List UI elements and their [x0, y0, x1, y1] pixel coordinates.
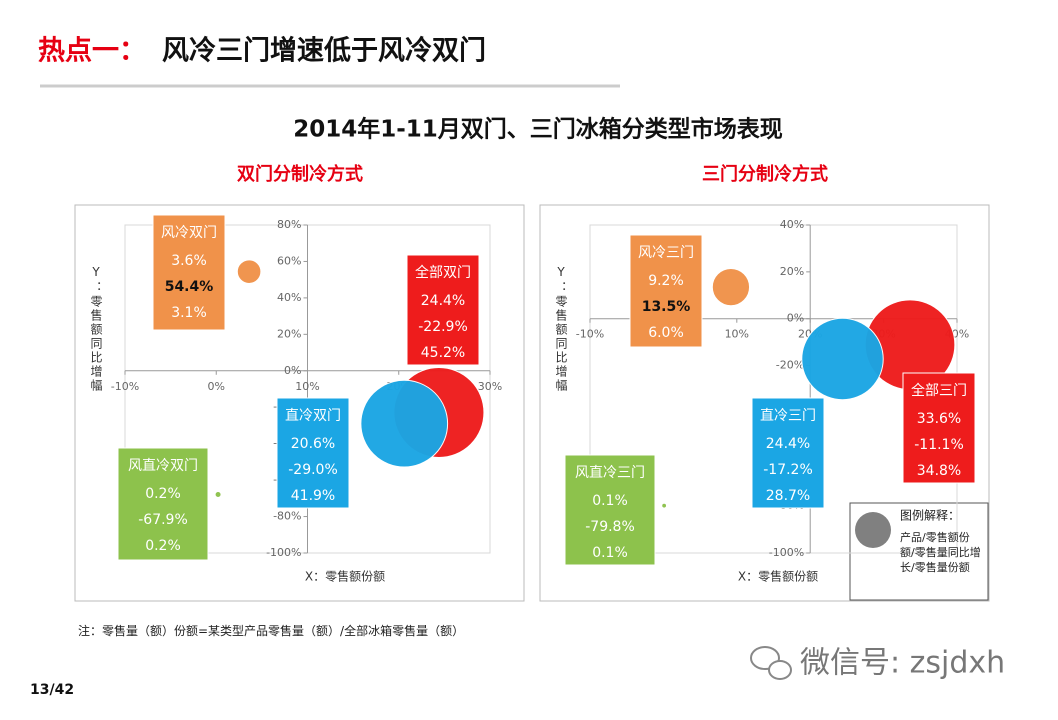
y-tick-label: 0% [284, 364, 301, 377]
label-box [406, 254, 480, 366]
x-tick-label: -10% [111, 380, 139, 393]
point-name: 直冷三门 [760, 407, 816, 424]
watermark: 微信号: zsjdxh [800, 646, 1005, 681]
point-y-label: 54.4% [165, 279, 214, 295]
label-box [564, 454, 656, 566]
point-size-label: 34.8% [917, 463, 961, 479]
label-box [629, 234, 703, 348]
point-name: 直冷双门 [285, 407, 341, 424]
point-x-label: 3.6% [171, 253, 207, 269]
bubble [214, 491, 222, 499]
label-box [751, 397, 825, 509]
wechat-icon [750, 646, 792, 680]
y-tick-label: 0% [787, 312, 804, 325]
legend-title: 图例解释： [900, 509, 960, 523]
point-y-label: -11.1% [914, 437, 964, 453]
point-size-label: 6.0% [648, 325, 684, 341]
point-y-label: -29.0% [288, 462, 338, 478]
point-x-label: 24.4% [421, 293, 465, 309]
label-box [276, 397, 350, 509]
point-name: 风冷三门 [638, 245, 694, 261]
x-tick-label: -10% [576, 328, 604, 341]
label-box [902, 372, 976, 484]
panel [539, 204, 990, 602]
y-tick-label: -20% [776, 359, 804, 372]
slide-title: 风冷三门增速低于风冷双门 [162, 35, 486, 67]
y-tick-label: -100% [266, 546, 301, 559]
point-name: 风直冷双门 [128, 457, 198, 474]
x-tick-label: 0% [208, 380, 225, 393]
legend-bubble [855, 512, 891, 548]
bubble [360, 379, 449, 468]
y-tick-label: 20% [277, 327, 301, 340]
point-size-label: 3.1% [171, 305, 207, 321]
point-name: 风冷双门 [161, 225, 217, 241]
point-y-label: -79.8% [585, 519, 635, 535]
point-name: 风直冷三门 [575, 464, 645, 481]
label-box [152, 214, 226, 331]
point-size-label: 45.2% [421, 345, 465, 361]
footnote: 注：零售量（额）份额=某类型产品零售量（额）/全部冰箱零售量（额） [78, 624, 465, 638]
y-tick-label: 40% [780, 218, 804, 231]
x-tick-label: 10% [725, 328, 749, 341]
point-size-label: 0.1% [592, 545, 628, 561]
y-tick-label: 20% [780, 265, 804, 278]
y-tick-label: 80% [277, 218, 301, 231]
point-name: 全部三门 [911, 382, 967, 399]
point-y-label: -17.2% [763, 462, 813, 478]
label-box [117, 447, 209, 561]
y-tick-label: 40% [277, 291, 301, 304]
point-x-label: 33.6% [917, 411, 961, 427]
y-tick-label: -80% [273, 510, 301, 523]
y-axis-label: Y：零售额同比增幅 [89, 265, 103, 393]
point-x-label: 9.2% [648, 273, 684, 289]
bubble [711, 267, 751, 307]
point-x-label: 0.2% [145, 486, 181, 502]
page-number: 13/42 [30, 682, 74, 698]
x-tick-label: 30% [478, 380, 502, 393]
point-x-label: 20.6% [291, 436, 335, 452]
chart-subtitle: 三门分制冷方式 [702, 163, 828, 185]
panel [74, 204, 525, 602]
legend-text: 产品/零售额份额/零售量同比增长/零售量份额 [900, 531, 981, 574]
chart-title: 2014年1-11月双门、三门冰箱分类型市场表现 [293, 116, 783, 143]
point-y-label: -67.9% [138, 512, 188, 528]
slide-title-lead: 热点一： [38, 36, 146, 67]
point-size-label: 0.2% [145, 538, 181, 554]
point-x-label: 24.4% [766, 436, 810, 452]
point-size-label: 41.9% [291, 488, 335, 504]
point-y-label: -22.9% [418, 319, 468, 335]
chart-subtitle: 双门分制冷方式 [237, 163, 363, 185]
point-y-label: 13.5% [642, 299, 691, 315]
point-x-label: 0.1% [592, 493, 628, 509]
y-axis-label: Y：零售额同比增幅 [554, 265, 568, 393]
bubble [236, 259, 262, 284]
bubble [661, 502, 668, 509]
bubble [801, 317, 884, 401]
x-tick-label: 10% [295, 380, 319, 393]
point-size-label: 28.7% [766, 488, 810, 504]
x-axis-label: X：零售额份额 [738, 569, 818, 584]
y-tick-label: 60% [277, 254, 301, 267]
point-name: 全部双门 [415, 264, 471, 281]
x-axis-label: X：零售额份额 [305, 569, 385, 584]
y-tick-label: -100% [769, 546, 804, 559]
